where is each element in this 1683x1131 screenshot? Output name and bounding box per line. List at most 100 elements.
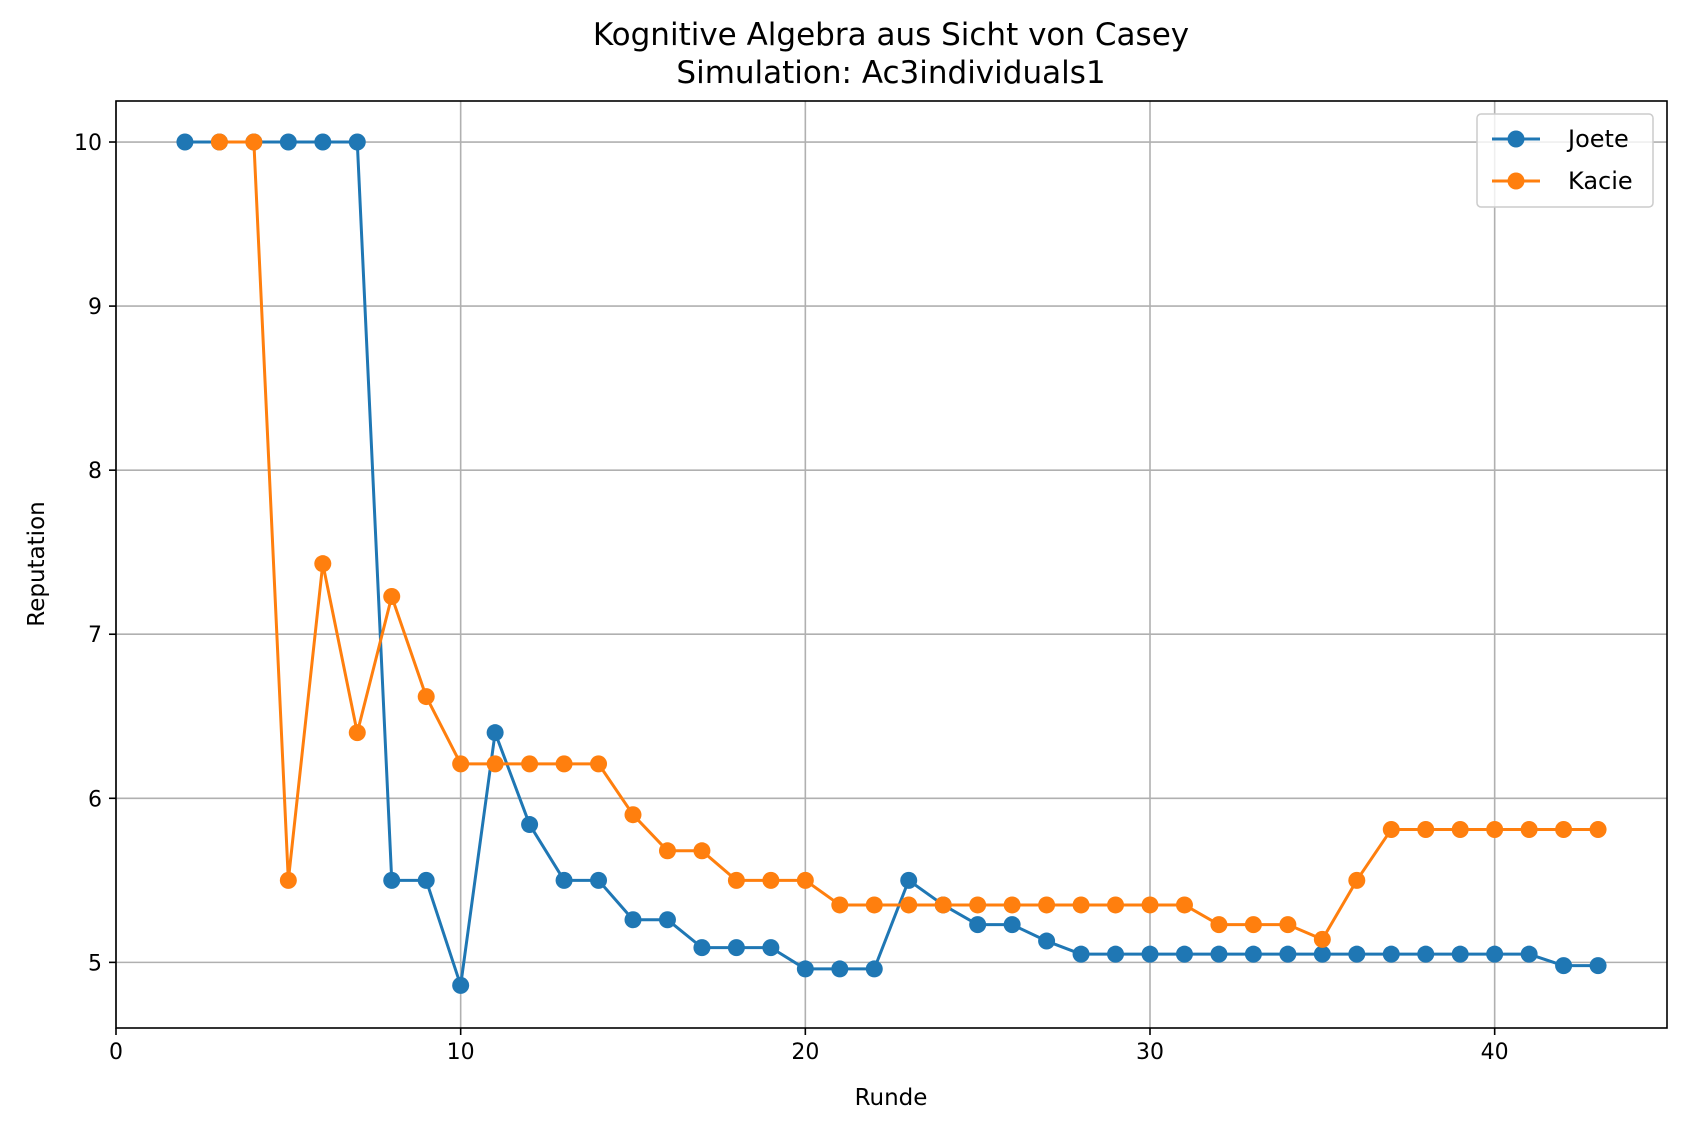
data-point-joete <box>727 939 745 957</box>
legend-item-joete: Joete <box>1492 125 1629 153</box>
data-point-joete <box>693 939 711 957</box>
data-point-kacie <box>1038 896 1056 914</box>
y-tick-label: 7 <box>88 623 102 648</box>
y-tick-label: 5 <box>88 951 102 976</box>
x-tick-label: 20 <box>791 1040 819 1065</box>
data-point-kacie <box>658 842 676 860</box>
data-point-kacie <box>452 755 470 773</box>
data-point-joete <box>1038 932 1056 950</box>
data-point-kacie <box>521 755 539 773</box>
data-point-kacie <box>348 724 366 742</box>
data-point-joete <box>314 133 332 151</box>
data-point-kacie <box>245 133 263 151</box>
data-point-kacie <box>279 871 297 889</box>
x-tick-label: 30 <box>1136 1040 1164 1065</box>
data-point-joete <box>1175 945 1193 963</box>
data-point-joete <box>1141 945 1159 963</box>
data-point-kacie <box>1589 820 1607 838</box>
data-point-joete <box>383 871 401 889</box>
data-point-joete <box>590 871 608 889</box>
data-point-kacie <box>1279 916 1297 934</box>
legend-label-joete: Joete <box>1566 125 1629 153</box>
data-point-kacie <box>1072 896 1090 914</box>
data-point-joete <box>1210 945 1228 963</box>
data-point-kacie <box>831 896 849 914</box>
data-point-joete <box>1486 945 1504 963</box>
data-point-joete <box>900 871 918 889</box>
data-point-kacie <box>865 896 883 914</box>
data-point-kacie <box>383 587 401 605</box>
data-point-joete <box>762 939 780 957</box>
data-point-kacie <box>1348 871 1366 889</box>
data-point-joete <box>348 133 366 151</box>
y-tick-label: 6 <box>88 787 102 812</box>
x-axis-label: Runde <box>855 1085 928 1111</box>
data-point-joete <box>969 916 987 934</box>
data-point-kacie <box>624 806 642 824</box>
data-point-kacie <box>796 871 814 889</box>
data-point-kacie <box>727 871 745 889</box>
axes-frame <box>115 100 1668 1029</box>
data-point-kacie <box>486 755 504 773</box>
data-point-joete <box>1555 957 1573 975</box>
data-point-joete <box>486 724 504 742</box>
data-point-joete <box>1589 957 1607 975</box>
data-point-kacie <box>210 133 228 151</box>
data-point-joete <box>521 816 539 834</box>
x-tick-label: 10 <box>447 1040 475 1065</box>
data-point-kacie <box>1107 896 1125 914</box>
data-point-joete <box>279 133 297 151</box>
legend-label-kacie: Kacie <box>1568 167 1633 195</box>
y-tick-label: 10 <box>74 131 102 156</box>
x-tick-label: 40 <box>1481 1040 1509 1065</box>
data-point-kacie <box>1555 820 1573 838</box>
data-point-kacie <box>1417 820 1435 838</box>
ticks: 0 10 20 30 40 5 6 7 8 9 10 <box>74 131 1509 1065</box>
y-tick-label: 9 <box>88 295 102 320</box>
series-line-kacie <box>219 140 1599 941</box>
data-point-kacie <box>590 755 608 773</box>
data-point-joete <box>1417 945 1435 963</box>
data-point-kacie <box>900 896 918 914</box>
data-point-joete <box>1107 945 1125 963</box>
data-point-kacie <box>314 555 332 573</box>
legend-marker-kacie <box>1507 172 1525 190</box>
data-point-kacie <box>934 896 952 914</box>
x-tick-label: 0 <box>109 1040 123 1065</box>
data-point-joete <box>417 871 435 889</box>
series-line-joete <box>184 140 1599 987</box>
data-point-joete <box>796 960 814 978</box>
legend: Joete Kacie <box>1476 113 1654 208</box>
data-point-joete <box>1520 945 1538 963</box>
legend-item-kacie: Kacie <box>1492 167 1633 195</box>
y-tick-label: 8 <box>88 459 102 484</box>
data-point-kacie <box>417 688 435 706</box>
data-point-joete <box>1348 945 1366 963</box>
y-axis-label: Reputation <box>24 501 50 626</box>
data-point-kacie <box>1382 820 1400 838</box>
data-point-kacie <box>1003 896 1021 914</box>
data-point-joete <box>1279 945 1297 963</box>
series-joete <box>176 133 1607 994</box>
data-point-joete <box>865 960 883 978</box>
data-point-joete <box>1382 945 1400 963</box>
data-point-joete <box>1072 945 1090 963</box>
data-point-kacie <box>762 871 780 889</box>
plot-area <box>176 133 1607 994</box>
chart-subtitle: Simulation: Ac3individuals1 <box>676 55 1105 91</box>
data-point-joete <box>176 133 194 151</box>
legend-marker-joete <box>1507 130 1525 148</box>
data-point-kacie <box>1175 896 1193 914</box>
data-point-kacie <box>1520 820 1538 838</box>
data-point-joete <box>1451 945 1469 963</box>
data-point-joete <box>624 911 642 929</box>
data-point-joete <box>658 911 676 929</box>
data-point-joete <box>452 976 470 994</box>
data-point-kacie <box>1210 916 1228 934</box>
data-point-joete <box>1313 945 1331 963</box>
data-point-joete <box>1244 945 1262 963</box>
data-point-kacie <box>1244 916 1262 934</box>
data-point-joete <box>555 871 573 889</box>
data-point-joete <box>831 960 849 978</box>
